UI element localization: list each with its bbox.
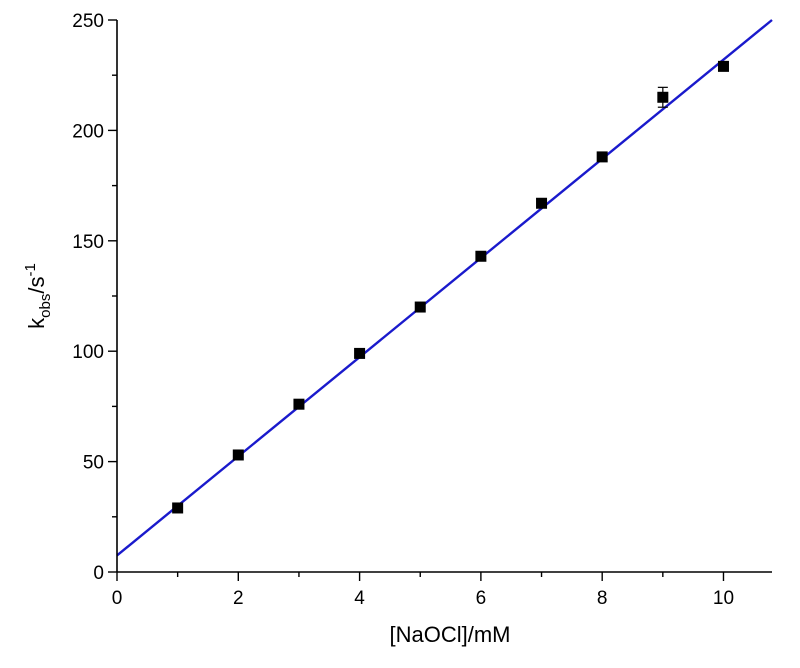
data-point: [414, 301, 426, 313]
data-point: [536, 197, 548, 209]
data-point: [293, 398, 305, 410]
data-point: [596, 151, 608, 163]
x-tick-label: 10: [713, 588, 734, 609]
y-tick-label: 0: [93, 563, 104, 584]
data-point: [717, 60, 729, 72]
y-tick-label: 100: [72, 342, 104, 363]
data-point: [232, 449, 244, 461]
x-tick-label: 0: [112, 588, 123, 609]
data-point: [172, 502, 184, 514]
y-tick-label: 150: [72, 232, 104, 253]
x-tick-label: 2: [233, 588, 244, 609]
y-axis-title: kobs/s-1: [22, 263, 54, 329]
data-point: [657, 91, 669, 103]
y-axis-title-base: k: [24, 317, 49, 329]
x-tick-label: 4: [354, 588, 365, 609]
y-axis-title-superscript: -1: [22, 263, 39, 276]
y-axis-title-subscript: obs: [37, 294, 54, 318]
y-axis-title-unit: /s: [24, 277, 49, 294]
y-tick-label: 250: [72, 11, 104, 32]
x-tick-label: 8: [597, 588, 608, 609]
plot-area: [116, 19, 773, 557]
x-axis-title: [NaOCl]/mM: [390, 622, 511, 647]
fit-line: [116, 19, 773, 557]
y-tick-label: 50: [83, 453, 104, 474]
data-point: [475, 250, 487, 262]
x-tick-label: 6: [476, 588, 487, 609]
y-tick-label: 200: [72, 121, 104, 142]
data-point: [354, 347, 366, 359]
